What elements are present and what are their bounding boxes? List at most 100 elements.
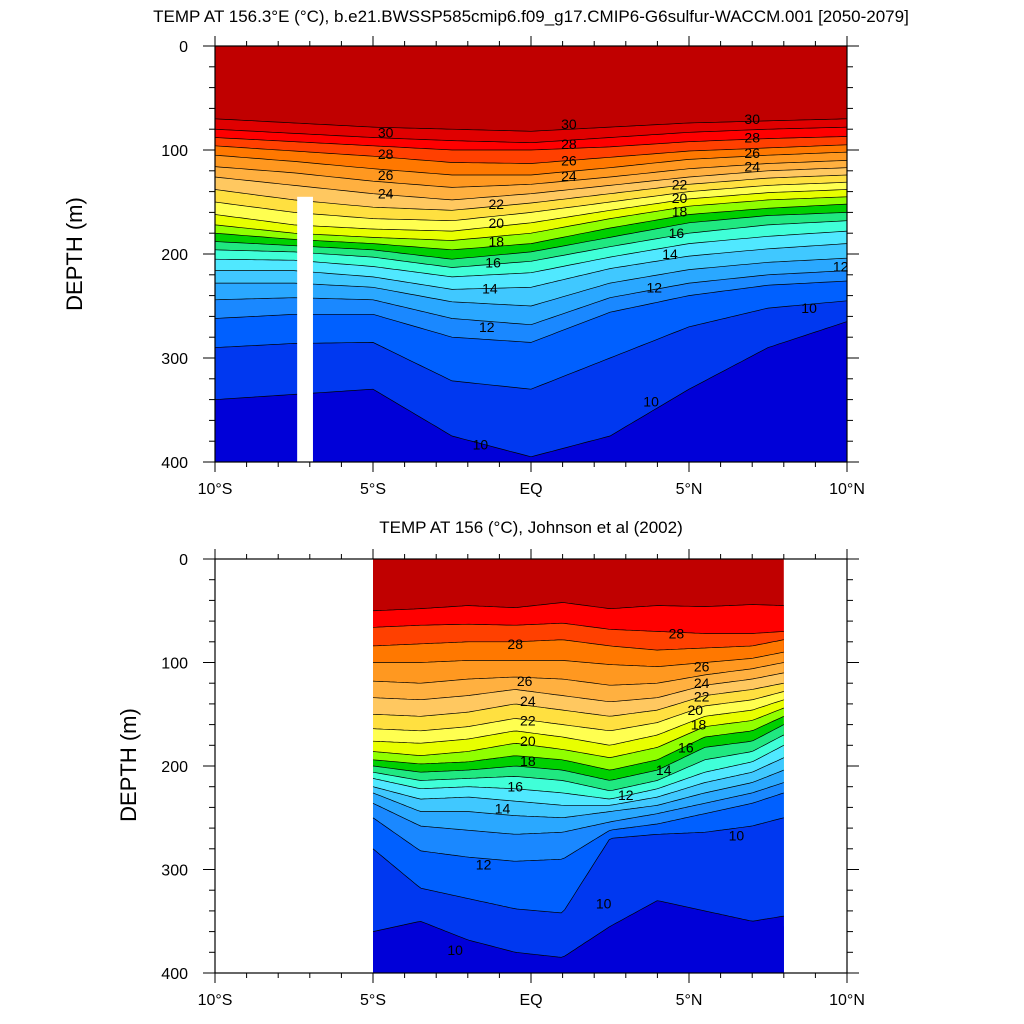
isotherm-23	[214, 174, 848, 211]
contour-label-12: 12	[833, 258, 849, 274]
contour-label-20: 20	[688, 702, 704, 718]
isotherm-10	[372, 900, 784, 958]
bottom-chart-ylabel: DEPTH (m)	[116, 708, 141, 822]
isotherm-10	[214, 321, 848, 458]
contour-label-20: 20	[520, 733, 536, 749]
contour-label-12: 12	[476, 856, 492, 872]
contour-label-14: 14	[482, 280, 498, 296]
contour-label-10: 10	[643, 394, 659, 410]
isotherm-16	[372, 744, 784, 800]
contour-label-18: 18	[488, 234, 504, 250]
y-tick-label: 300	[161, 863, 188, 880]
y-tick-label: 400	[161, 455, 188, 472]
isotherm-22	[372, 691, 784, 732]
contour-band-9-5	[373, 911, 784, 973]
isotherm-13	[372, 782, 784, 835]
bottom-chart: TEMP AT 156 (°C), Johnson et al (2002) D…	[116, 518, 865, 1009]
contour-band-9-5	[215, 321, 847, 462]
isotherm-17	[372, 734, 784, 792]
contour-label-24: 24	[744, 159, 760, 175]
contour-label-22: 22	[672, 176, 688, 192]
contour-label-28: 28	[378, 146, 394, 162]
isotherm-24	[372, 672, 784, 703]
top-chart-title: TEMP AT 156.3°E (°C), b.e21.BWSSP585cmip…	[153, 7, 909, 26]
x-tick-label: 10°S	[198, 992, 233, 1009]
isotherm-27	[372, 639, 784, 651]
contour-label-12: 12	[646, 279, 662, 295]
contour-label-28: 28	[744, 130, 760, 146]
contour-label-14: 14	[495, 800, 511, 816]
bottom-chart-title: TEMP AT 156 (°C), Johnson et al (2002)	[379, 518, 683, 537]
contour-label-12: 12	[479, 319, 495, 335]
contour-label-10: 10	[473, 436, 489, 452]
x-tick-label: EQ	[519, 992, 542, 1009]
contour-label-20: 20	[672, 190, 688, 206]
x-tick-label: 5°S	[360, 992, 386, 1009]
isotherm-30	[214, 118, 848, 132]
isotherm-21	[372, 699, 784, 746]
isotherm-25	[214, 160, 848, 188]
isotherm-14	[372, 769, 784, 819]
y-tick-label: 300	[161, 351, 188, 368]
isotherm-11	[214, 300, 848, 390]
y-tick-label: 0	[179, 39, 188, 56]
x-tick-label: EQ	[519, 481, 542, 498]
isotherm-11	[372, 817, 784, 914]
isotherm-15	[215, 243, 848, 290]
isotherm-12	[372, 792, 784, 862]
contour-label-30: 30	[378, 124, 394, 140]
isotherm-20	[372, 707, 784, 758]
contour-label-18: 18	[520, 753, 536, 769]
contour-label-22: 22	[488, 196, 504, 212]
contour-label-18: 18	[672, 203, 688, 219]
y-tick-label: 100	[161, 656, 188, 673]
isotherm-29	[372, 602, 784, 612]
contour-label-20: 20	[488, 215, 504, 231]
contour-label-28: 28	[507, 636, 523, 652]
contour-label-10: 10	[596, 896, 612, 912]
contour-label-26: 26	[378, 167, 394, 183]
isotherm-18	[214, 212, 848, 260]
y-tick-label: 200	[161, 247, 188, 264]
x-tick-label: 5°N	[676, 481, 703, 498]
isotherm-25	[372, 662, 784, 686]
isotherm-14	[215, 257, 848, 307]
contour-label-10: 10	[801, 300, 817, 316]
contour-label-28: 28	[669, 626, 685, 642]
x-tick-label: 10°N	[829, 992, 865, 1009]
contour-label-14: 14	[656, 762, 672, 778]
contour-label-26: 26	[517, 673, 533, 689]
contour-label-26: 26	[694, 659, 710, 675]
contour-label-30: 30	[561, 116, 577, 132]
bottom-plot-area: 2826242220181614121028262422201816141210…	[161, 549, 865, 1009]
top-plot-area: 3028262422201816141210302826242220181614…	[161, 36, 865, 498]
y-tick-label: 100	[161, 143, 188, 160]
contour-label-18: 18	[691, 717, 707, 733]
top-chart-ylabel: DEPTH (m)	[62, 197, 87, 311]
isotherm-20	[214, 196, 848, 241]
isotherm-23	[372, 682, 784, 717]
top-chart: TEMP AT 156.3°E (°C), b.e21.BWSSP585cmip…	[62, 7, 909, 498]
isotherm-28	[214, 136, 848, 151]
contour-label-10: 10	[447, 942, 463, 958]
contour-label-10: 10	[729, 827, 745, 843]
contour-label-24: 24	[561, 168, 577, 184]
contour-label-14: 14	[662, 246, 678, 262]
contour-label-24: 24	[520, 693, 536, 709]
x-tick-label: 10°N	[829, 481, 865, 498]
contour-label-16: 16	[669, 225, 685, 241]
isotherm-28	[372, 622, 784, 634]
isotherm-21	[214, 189, 848, 232]
contour-band-9-5	[215, 366, 847, 462]
isotherm-26	[214, 151, 848, 176]
contour-label-30: 30	[744, 111, 760, 127]
y-tick-label: 0	[179, 552, 188, 569]
contour-label-28: 28	[561, 136, 577, 152]
contour-label-24: 24	[378, 186, 394, 202]
contour-label-16: 16	[507, 779, 523, 795]
isotherm-22	[214, 181, 848, 222]
isotherm-13	[214, 270, 848, 326]
isotherm-19	[372, 715, 784, 771]
x-tick-label: 5°S	[360, 481, 386, 498]
